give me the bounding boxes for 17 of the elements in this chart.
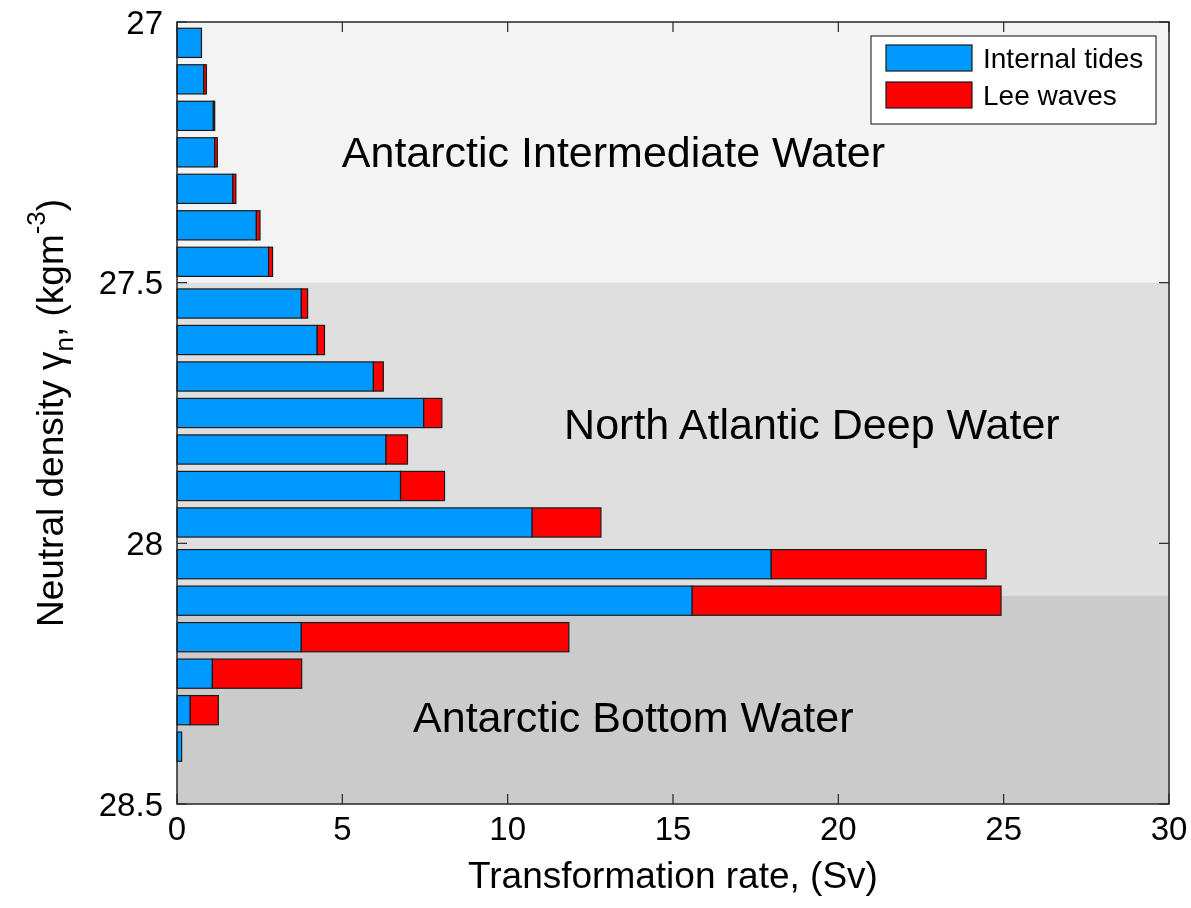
x-tick-label: 10 [489,810,527,847]
x-tick-label: 15 [654,810,692,847]
x-tick-label: 20 [819,810,857,847]
band-label: North Atlantic Deep Water [564,400,1060,449]
x-tick-label: 5 [333,810,352,847]
legend-label: Lee waves [983,79,1117,111]
band-label: Antarctic Intermediate Water [341,128,886,177]
x-tick-label: 30 [1150,810,1188,847]
legend-label: Internal tides [983,42,1144,74]
x-tick-label: 0 [167,810,187,847]
y-tick-label: 28 [126,524,163,562]
x-tick-label: 25 [985,810,1023,847]
y-tick-label: 27 [126,3,163,41]
y-tick-label: 27.5 [98,264,163,302]
x-axis-title: Transformation rate, (Sv) [468,855,878,896]
band-label: Antarctic Bottom Water [413,692,854,741]
y-tick-label: 28.5 [98,785,163,823]
